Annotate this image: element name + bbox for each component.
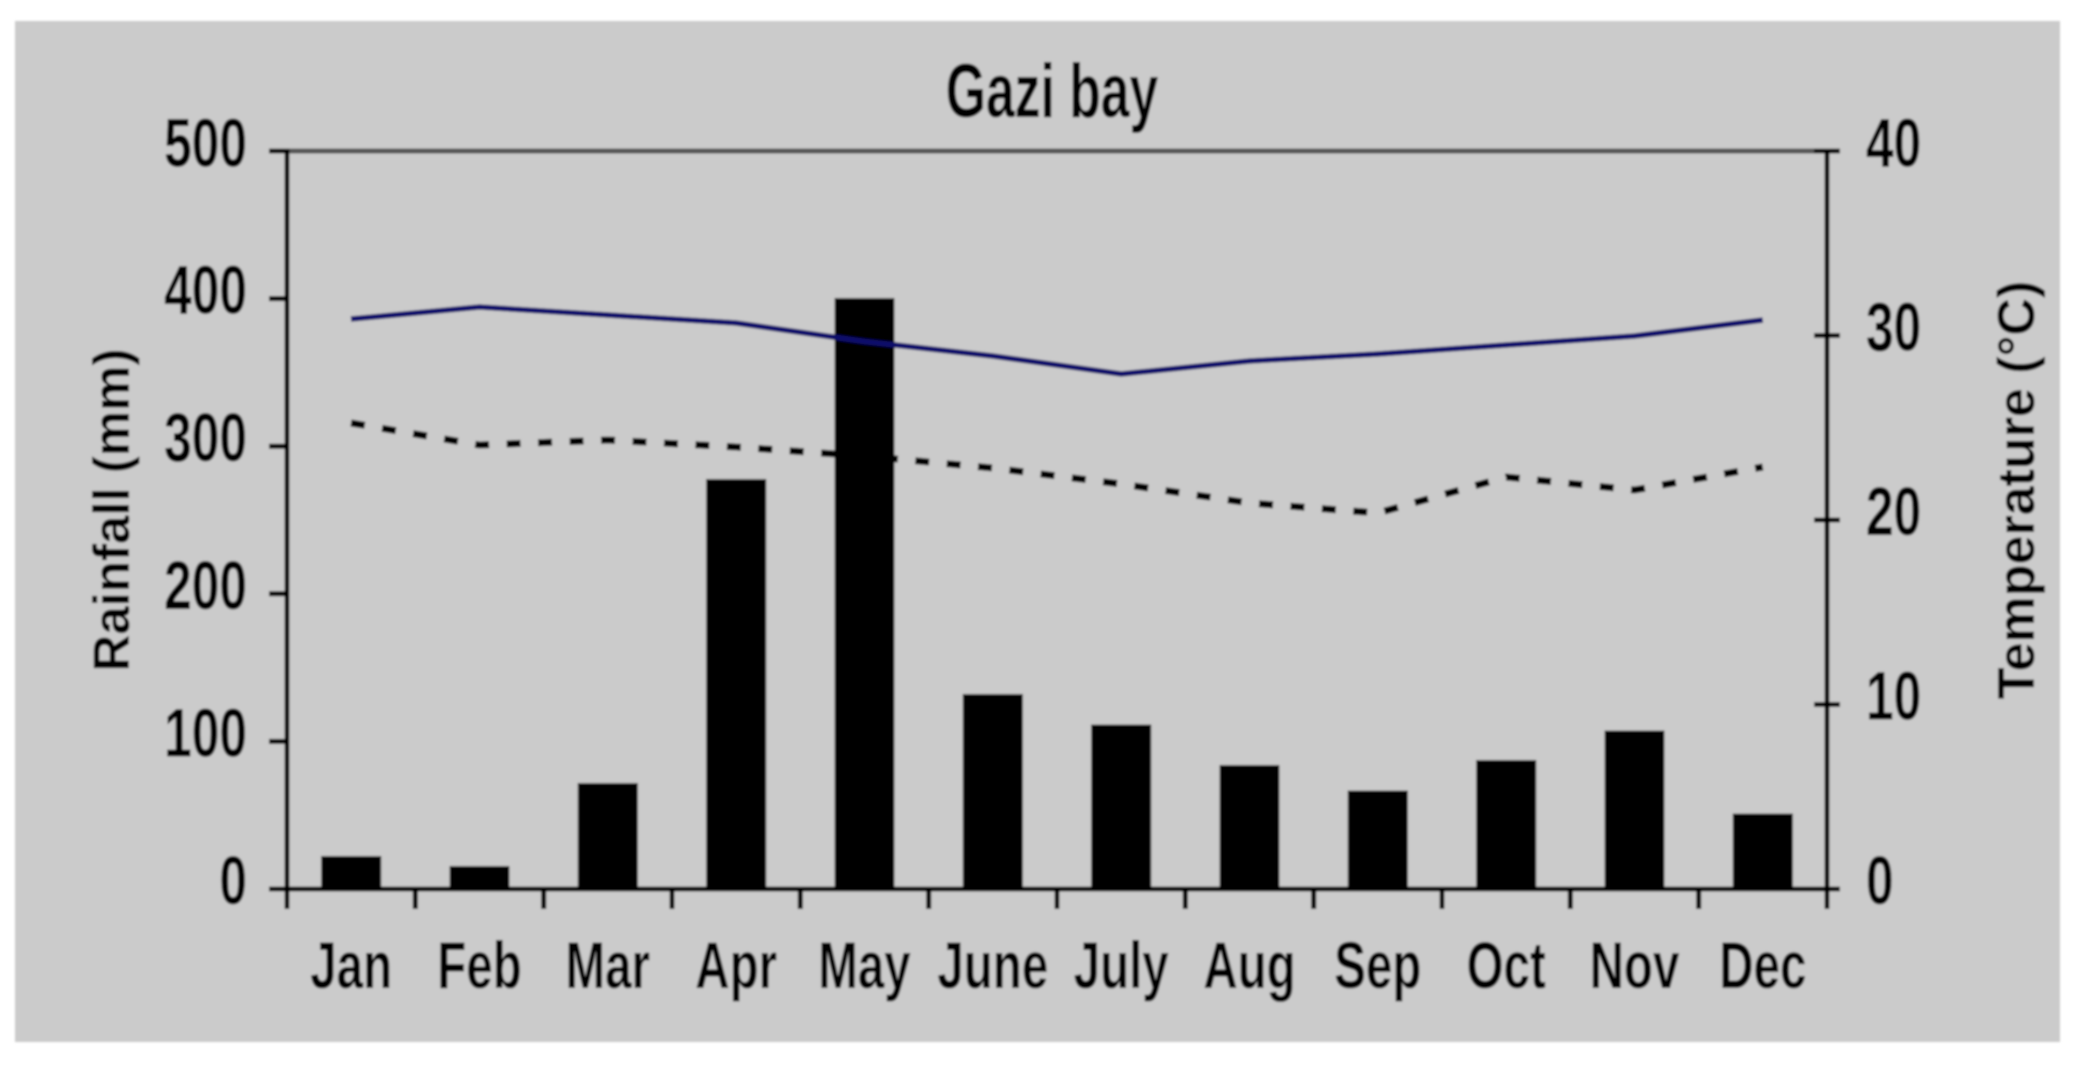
svg-text:July: July	[1074, 929, 1169, 1002]
svg-text:May: May	[818, 929, 910, 1002]
svg-text:Rainfall (mm): Rainfall (mm)	[83, 348, 140, 671]
svg-text:Mar: Mar	[566, 929, 651, 1002]
svg-text:Sep: Sep	[1334, 929, 1421, 1002]
svg-text:100: 100	[164, 694, 247, 771]
svg-text:40: 40	[1866, 105, 1921, 182]
svg-text:Aug: Aug	[1203, 929, 1295, 1002]
svg-text:Dec: Dec	[1719, 929, 1806, 1002]
svg-text:Nov: Nov	[1590, 929, 1680, 1002]
svg-text:Gazi bay: Gazi bay	[946, 48, 1158, 133]
svg-text:June: June	[937, 929, 1048, 1002]
svg-text:Oct: Oct	[1467, 929, 1546, 1002]
svg-text:30: 30	[1866, 289, 1921, 366]
svg-text:Temperature (°C): Temperature (°C)	[1988, 281, 2046, 700]
svg-text:500: 500	[164, 105, 247, 182]
svg-text:300: 300	[164, 399, 247, 476]
svg-text:10: 10	[1866, 658, 1921, 735]
svg-text:0: 0	[219, 842, 247, 919]
svg-text:Apr: Apr	[695, 929, 777, 1002]
svg-text:0: 0	[1866, 842, 1894, 919]
svg-text:Jan: Jan	[310, 929, 392, 1002]
svg-text:Feb: Feb	[437, 929, 521, 1002]
svg-text:400: 400	[164, 252, 247, 329]
svg-text:200: 200	[164, 547, 247, 624]
svg-text:20: 20	[1866, 473, 1921, 550]
